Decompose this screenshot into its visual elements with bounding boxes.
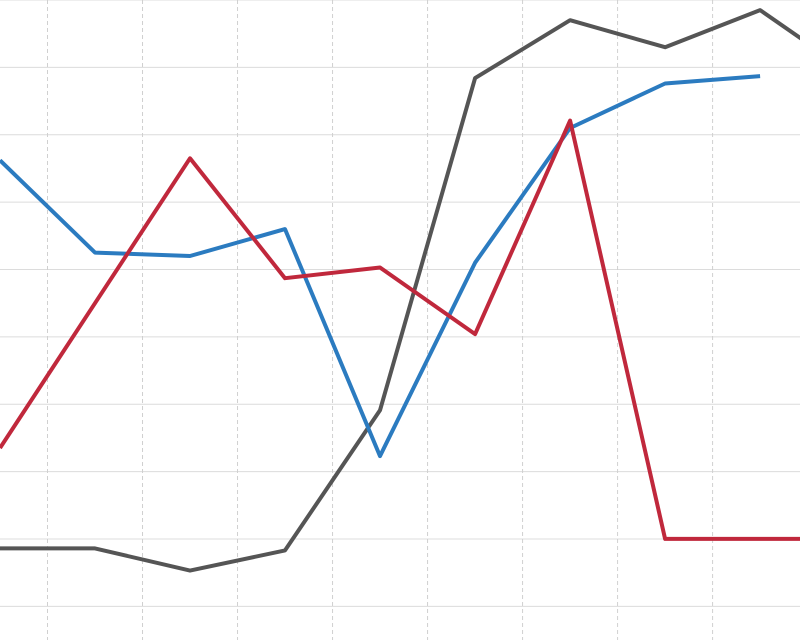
- series-line: [0, 118, 800, 541]
- series-line: [0, 8, 800, 573]
